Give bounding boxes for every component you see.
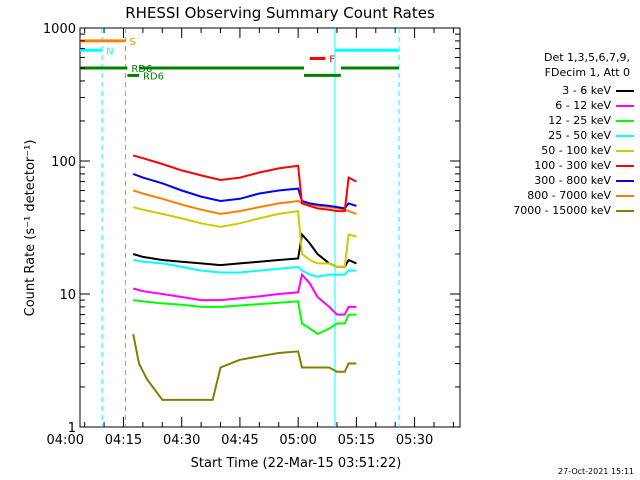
x-axis: 04:00 04:15 04:30 04:45 05:00 05:15 05:30 xyxy=(47,28,454,448)
state-bar-label: F xyxy=(329,54,335,65)
y-tick-label: 10 xyxy=(59,288,76,303)
legend-item-label: 50 - 100 keV xyxy=(541,144,611,157)
legend-item-label: 6 - 12 keV xyxy=(555,99,611,112)
legend-item-label: 800 - 7000 keV xyxy=(527,189,611,202)
legend-item: 12 - 25 keV xyxy=(548,114,634,127)
legend-swatch xyxy=(616,165,634,167)
series-line xyxy=(133,299,357,336)
legend-swatch xyxy=(616,180,634,182)
state-bar-label: N xyxy=(106,46,113,57)
legend-item: 100 - 300 keV xyxy=(534,159,634,172)
y-axis-label: Count Rate (s⁻¹ detector⁻¹) xyxy=(23,140,38,317)
plot-frame xyxy=(79,27,461,428)
x-axis-label: Start Time (22-Mar-15 03:51:22) xyxy=(191,456,402,471)
state-bar-label: S xyxy=(129,37,135,48)
legend-item: 800 - 7000 keV xyxy=(527,189,634,202)
series-line xyxy=(132,189,357,215)
legend-item-label: 25 - 50 keV xyxy=(548,129,611,142)
legend-swatch xyxy=(616,195,634,197)
legend-swatch xyxy=(616,90,634,92)
x-tick-label: 05:00 xyxy=(279,433,316,448)
legend-swatch xyxy=(616,120,634,122)
series-line xyxy=(132,232,357,268)
series-line xyxy=(132,172,357,210)
legend-header-line-1: Det 1,3,5,6,7,9, xyxy=(543,51,630,64)
x-tick-label: 05:30 xyxy=(396,433,433,448)
series-line xyxy=(132,333,357,401)
legend-swatch xyxy=(616,135,634,137)
annotation-bars: SNFRD6RD6 xyxy=(80,37,400,82)
legend-item: 6 - 12 keV xyxy=(555,99,634,112)
state-bar-label: RD6 xyxy=(143,71,164,82)
legend-item: 300 - 800 keV xyxy=(534,174,634,187)
vertical-markers xyxy=(101,28,400,427)
series-line xyxy=(132,154,357,213)
legend-item-label: 100 - 300 keV xyxy=(534,159,611,172)
x-tick-label: 05:15 xyxy=(338,433,375,448)
legend-swatch xyxy=(616,150,634,152)
y-tick-label: 1000 xyxy=(43,22,76,37)
generation-date: 27-Oct-2021 15:11 xyxy=(558,467,634,476)
series-line xyxy=(132,272,357,316)
legend-swatch xyxy=(616,105,634,107)
x-tick-label: 04:30 xyxy=(163,433,200,448)
series-line xyxy=(133,259,357,278)
y-axis: 1 10 100 1000 xyxy=(43,22,460,436)
legend-item: 7000 - 15000 keV xyxy=(513,204,634,217)
legend-header-line-2: FDecim 1, Att 0 xyxy=(544,66,630,79)
legend-item-label: 300 - 800 keV xyxy=(534,174,611,187)
legend-item: 25 - 50 keV xyxy=(548,129,634,142)
legend-item: 50 - 100 keV xyxy=(541,144,634,157)
series-line xyxy=(132,206,357,268)
legend-item-label: 3 - 6 keV xyxy=(562,84,611,97)
x-tick-label: 04:15 xyxy=(105,433,142,448)
legend-item: 3 - 6 keV xyxy=(562,84,634,97)
x-tick-label: 04:45 xyxy=(221,433,258,448)
legend-item-label: 7000 - 15000 keV xyxy=(513,204,611,217)
y-tick-label: 100 xyxy=(51,155,76,170)
chart-title: RHESSI Observing Summary Count Rates xyxy=(125,4,435,22)
series-group xyxy=(132,154,357,401)
legend-item-label: 12 - 25 keV xyxy=(548,114,611,127)
y-tick-label: 1 xyxy=(68,421,76,436)
x-tick-label: 04:00 xyxy=(47,433,84,448)
legend-swatch xyxy=(616,210,634,212)
